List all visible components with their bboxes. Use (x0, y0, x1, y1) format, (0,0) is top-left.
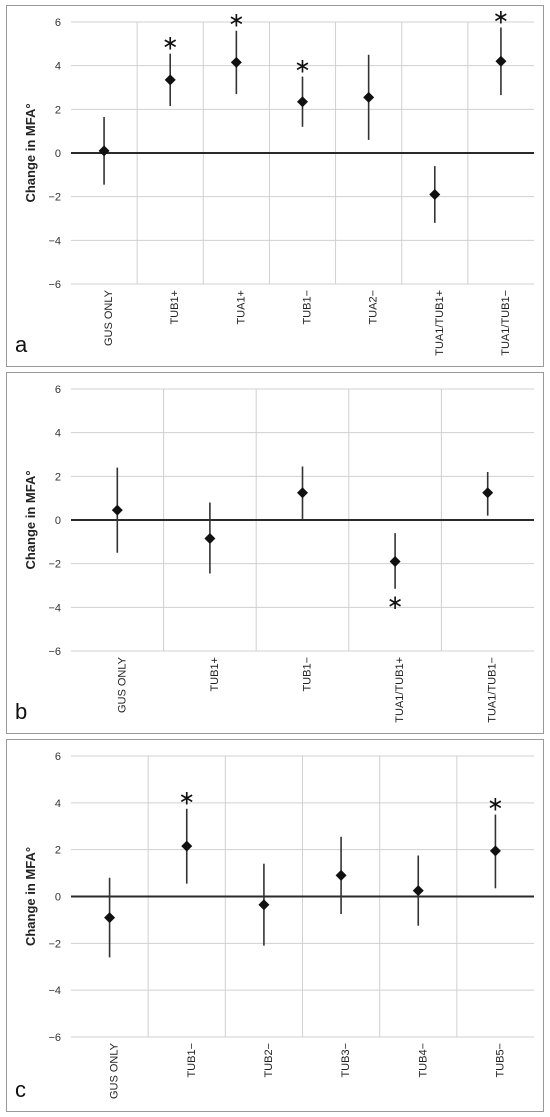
y-tick-label-a-4: −2 (48, 192, 61, 204)
category-label-a-1: TUB1+ (169, 290, 181, 325)
y-axis-label-b: Change in MFA° (23, 470, 38, 569)
y-tick-label-a-6: −6 (48, 279, 61, 291)
significance-marker-a-2: ∗ (228, 8, 245, 32)
y-tick-label-c-5: −4 (48, 985, 61, 997)
chart-b-svg: 6 4 2 0 −2 −4 −6 Change in MFA° GUS ONLY TUB1+ TUB… (23, 384, 534, 723)
category-label-c-3: TUB3− (340, 1043, 352, 1078)
significance-marker-a-3: ∗ (294, 54, 311, 78)
significance-marker-c-5: ∗ (487, 792, 504, 816)
y-tick-label-a-1: 4 (55, 61, 61, 73)
y-tick-label-c-1: 4 (55, 798, 61, 810)
y-tick-label-c-4: −2 (48, 938, 61, 950)
data-point-c-0 (104, 912, 116, 924)
category-label-c-2: TUB2− (263, 1043, 275, 1078)
data-point-b-3 (389, 555, 401, 567)
y-tick-label-c-3: 0 (55, 892, 61, 904)
category-label-b-0: GUS ONLY (116, 656, 128, 713)
data-point-b-1 (204, 533, 216, 545)
chart-c-svg: 6 4 2 0 −2 −4 −6 Change in MFA° GUS ONLY ∗ TUB1− TU… (23, 751, 534, 1099)
category-label-a-6: TUA1/TUB1− (500, 290, 512, 356)
y-tick-label-b-4: −2 (48, 559, 61, 571)
significance-marker-c-1: ∗ (178, 786, 195, 810)
y-tick-label-c-6: −6 (48, 1032, 61, 1044)
category-label-b-3: TUA1/TUB1+ (394, 657, 406, 723)
y-tick-label-a-3: 0 (55, 148, 61, 160)
category-label-b-2: TUB1− (302, 657, 314, 692)
data-point-b-2 (297, 487, 308, 499)
chart-a-svg: 6 4 2 0 −2 −4 −6 Change in MFA° GUS ONLY ∗ TUB1+ ∗ T… (23, 6, 534, 356)
y-tick-label-b-2: 2 (55, 471, 61, 483)
category-label-c-4: TUB4− (417, 1043, 429, 1078)
data-point-c-5 (489, 845, 501, 857)
y-tick-label-c-0: 6 (55, 751, 61, 763)
y-tick-label-a-5: −4 (48, 235, 61, 247)
y-tick-label-a-2: 2 (55, 104, 61, 116)
y-tick-label-a-0: 6 (55, 17, 61, 29)
data-point-a-5 (429, 188, 441, 200)
panel-label-b: b (15, 699, 28, 724)
data-point-a-2 (230, 56, 242, 68)
data-point-c-1 (181, 840, 193, 852)
data-point-c-4 (412, 885, 424, 897)
panel-label-c: c (15, 1077, 26, 1102)
chart-panel-c: 6 4 2 0 −2 −4 −6 Change in MFA° GUS ONLY ∗ TUB1− TU… (6, 739, 544, 1112)
category-label-a-2: TUA1+ (235, 290, 247, 325)
chart-panel-b: 6 4 2 0 −2 −4 −6 Change in MFA° GUS ONLY TUB1+ TUB… (6, 372, 544, 734)
chart-panel-a: 6 4 2 0 −2 −4 −6 Change in MFA° GUS ONLY ∗ TUB1+ ∗ T… (6, 5, 544, 367)
y-tick-label-b-6: −6 (48, 646, 61, 658)
significance-marker-a-6: ∗ (493, 6, 510, 28)
category-label-b-4: TUA1/TUB1− (487, 657, 499, 723)
y-tick-label-b-0: 6 (55, 384, 61, 396)
category-label-c-5: TUB5− (494, 1043, 506, 1078)
data-point-c-2 (258, 899, 270, 911)
category-label-a-5: TUA1/TUB1+ (434, 290, 446, 356)
data-point-a-4 (363, 91, 375, 103)
category-label-b-1: TUB1+ (209, 657, 221, 692)
data-point-a-1 (164, 74, 176, 86)
y-tick-label-b-5: −4 (48, 602, 61, 614)
data-point-b-4 (482, 487, 494, 499)
category-label-c-1: TUB1− (186, 1043, 198, 1078)
data-point-b-0 (111, 504, 123, 516)
y-tick-label-b-3: 0 (55, 515, 61, 527)
data-point-a-0 (98, 145, 110, 157)
category-label-c-0: GUS ONLY (109, 1042, 121, 1099)
data-point-c-3 (335, 869, 347, 881)
y-axis-label-a: Change in MFA° (23, 103, 38, 202)
y-tick-label-b-1: 4 (55, 428, 61, 440)
significance-marker-b-3: ∗ (387, 590, 404, 614)
y-axis-label-c: Change in MFA° (23, 847, 38, 946)
data-point-a-3 (297, 96, 308, 108)
data-point-a-6 (495, 55, 507, 67)
significance-marker-a-1: ∗ (162, 31, 179, 55)
panel-label-a: a (15, 332, 28, 357)
category-label-a-3: TUB1− (302, 290, 314, 325)
category-label-a-0: GUS ONLY (103, 289, 115, 346)
category-label-a-4: TUA2− (368, 290, 380, 325)
y-tick-label-c-2: 2 (55, 845, 61, 857)
